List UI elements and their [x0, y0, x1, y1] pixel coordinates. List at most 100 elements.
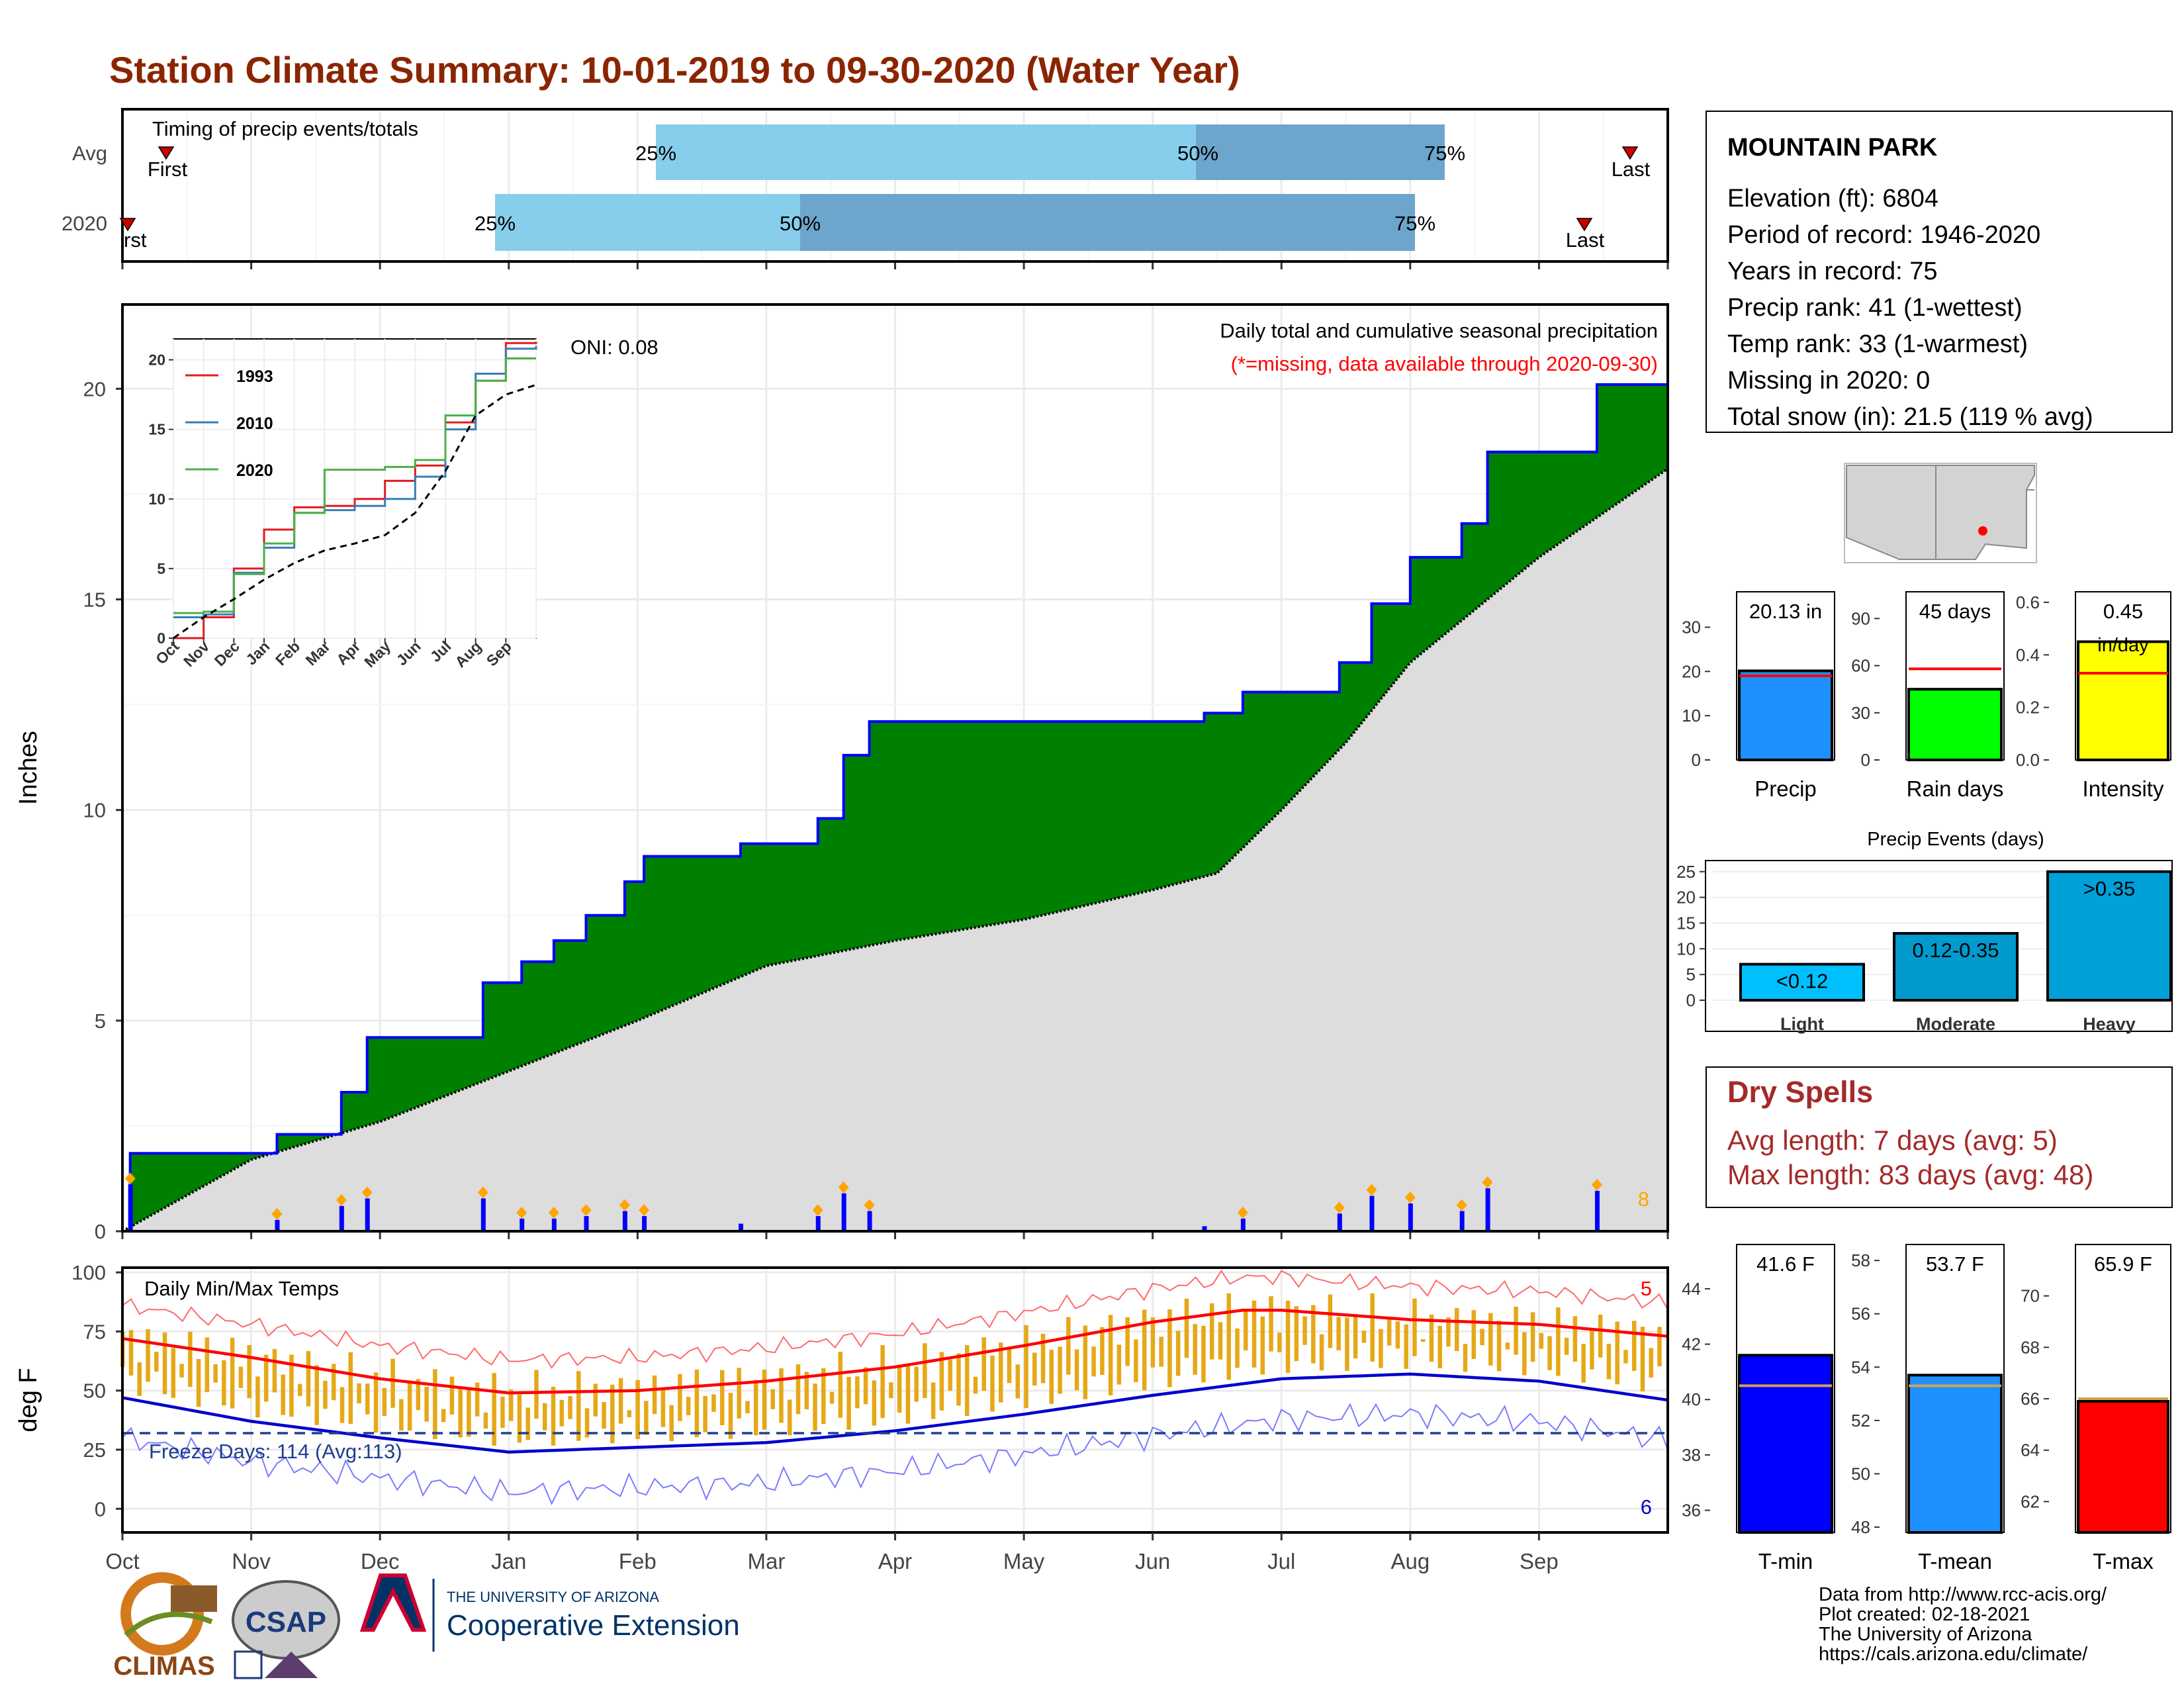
daily-temp-range-bar: [238, 1366, 244, 1388]
timing-2020-bar-dark: [800, 194, 1415, 251]
daily-temp-range-bar: [669, 1405, 674, 1442]
daily-temp-range-bar: [610, 1384, 615, 1444]
daily-temp-range-bar: [1285, 1300, 1291, 1374]
temp-ytick-label: 25: [83, 1438, 106, 1462]
daily-temp-range-bar: [1175, 1331, 1181, 1376]
precip-panel: 0 5 10 15 20 Inches Daily total and cumulati…: [15, 303, 1669, 1243]
inset-xtick-label: May: [361, 637, 394, 671]
daily-temp-range-bar: [146, 1329, 150, 1382]
daily-temp-range-bar: [1556, 1307, 1561, 1376]
daily-temp-range-bar: [1488, 1313, 1493, 1366]
daily-temp-range-bar: [593, 1383, 598, 1417]
daily-temp-range-bar: [804, 1372, 809, 1409]
daily-precip-bar: [1408, 1203, 1413, 1231]
daily-temp-range-bar: [1024, 1325, 1028, 1409]
daily-temp-range-bar: [551, 1386, 556, 1446]
daily-temp-range-bar: [289, 1354, 294, 1417]
daily-temp-range-bar: [863, 1367, 868, 1405]
daily-temp-range-bar: [618, 1378, 623, 1424]
daily-temp-range-bar: [1395, 1321, 1400, 1349]
min-record-count: 6: [1641, 1495, 1652, 1519]
daily-temp-range-bar: [1336, 1317, 1341, 1350]
daily-temp-range-bar: [534, 1370, 539, 1419]
daily-temp-range-bar: [128, 1330, 134, 1376]
temp-summary-bars: 36 38 40 42 44 41.6 F T-min 48 50 52 54 56 58 53.7 F T…: [1682, 1244, 2171, 1573]
daily-temp-range-bar: [703, 1395, 707, 1432]
timing-avg-bar-light: [656, 124, 1196, 180]
daily-temp-range-bar: [154, 1352, 159, 1372]
daily-temp-range-bar: [880, 1345, 885, 1419]
daily-precip-bar: [1202, 1226, 1207, 1231]
inset-line-avg: [173, 383, 537, 639]
timing-avg-p50: 50%: [1177, 142, 1218, 165]
daily-temp-range-bar: [424, 1387, 429, 1422]
precip-summary-value-label: 20.13 in: [1749, 600, 1822, 623]
daily-temp-range-bar: [1412, 1298, 1417, 1356]
tmax-summary-value-label: 65.9 F: [2094, 1252, 2152, 1276]
events-bar-label: <0.12: [1776, 970, 1828, 993]
daily-temp-range-bar: [1108, 1315, 1113, 1395]
timing-avg-first-marker: [158, 146, 175, 160]
month-label: Jan: [491, 1549, 526, 1573]
daily-temp-range-bar: [694, 1369, 700, 1438]
daily-temp-range-bar: [602, 1401, 606, 1429]
temp-ytick-label: 100: [71, 1261, 106, 1284]
month-label: Oct: [105, 1549, 139, 1573]
inset-legend-2010: 2010: [236, 414, 273, 433]
daily-temp-range-bar: [1235, 1328, 1240, 1368]
intensity-summary: 0.0 0.2 0.4 0.6 0.45 in/day Intensity: [2016, 591, 2171, 801]
daily-precip-bar: [1240, 1218, 1246, 1231]
inset-ytick-label: 10: [148, 491, 165, 508]
daily-temp-range-bar: [829, 1391, 835, 1404]
station-info-box: MOUNTAIN PARK Elevation (ft): 6804 Period…: [1706, 111, 2173, 433]
inset-legend-1993: 1993: [236, 367, 273, 386]
daily-temp-range-bar: [813, 1383, 817, 1431]
raindays-summary-value-label: 45 days: [1919, 600, 1991, 623]
precip-ytick-label: 10: [83, 799, 106, 822]
credit-line-1: Data from http://www.rcc-acis.org/: [1819, 1584, 2107, 1605]
daily-precip-bar: [551, 1218, 557, 1231]
inset-xtick-label: Nov: [180, 637, 212, 670]
inset-line-2020: [173, 357, 536, 614]
daily-temp-range-bar: [1522, 1332, 1527, 1376]
daily-temp-range-bar: [1649, 1348, 1653, 1378]
daily-temp-range-bar: [762, 1369, 767, 1430]
heavy-event-marker: [812, 1204, 823, 1217]
daily-temp-range-bar: [188, 1331, 193, 1387]
daily-temp-range-bar: [1209, 1303, 1214, 1360]
figure-title: Station Climate Summary: 10-01-2019 to 0…: [109, 49, 1240, 91]
daily-temp-range-bar: [1353, 1314, 1358, 1359]
station-name: MOUNTAIN PARK: [1727, 134, 1938, 162]
heavy-event-marker: [619, 1199, 630, 1211]
daily-temp-range-bar: [855, 1376, 860, 1409]
timing-row-avg: Avg: [72, 142, 107, 165]
timing-label: Timing of precip events/totals: [152, 117, 418, 140]
inset-xtick-label: Apr: [333, 637, 363, 668]
daily-temp-range-bar: [1581, 1344, 1586, 1383]
heavy-event-marker: [838, 1181, 849, 1194]
tmin-summary-ytick-label: 36: [1682, 1501, 1701, 1521]
month-label: Mar: [747, 1549, 785, 1573]
daily-temp-range-bar: [973, 1376, 978, 1394]
events-category-label: Heavy: [2083, 1014, 2136, 1034]
daily-precip-bar: [841, 1193, 846, 1231]
events-ytick-label: 10: [1676, 939, 1696, 959]
daily-temp-range-bar: [196, 1358, 201, 1407]
inset-line-2010: [173, 346, 537, 618]
daily-temp-range-bar: [568, 1396, 572, 1419]
daily-temp-range-bar: [1615, 1321, 1619, 1385]
temp-ylabel: deg F: [15, 1368, 42, 1432]
daily-temp-range-bar: [981, 1337, 986, 1391]
tmean-summary-value-label: 53.7 F: [1926, 1252, 1984, 1276]
daily-temp-range-bar: [1606, 1344, 1612, 1380]
daily-temp-range-bar: [492, 1373, 496, 1446]
daily-temp-range-bar: [652, 1375, 657, 1415]
daily-temp-range-bar: [508, 1389, 514, 1421]
precip-ytick-label: 0: [95, 1220, 106, 1243]
timing-2020-p25: 25%: [475, 212, 516, 235]
daily-temp-range-bar: [1058, 1346, 1062, 1394]
daily-temp-range-bar: [1066, 1317, 1071, 1375]
daily-precip-bar: [1485, 1188, 1490, 1231]
oni-label: ONI: 0.08: [570, 336, 659, 359]
